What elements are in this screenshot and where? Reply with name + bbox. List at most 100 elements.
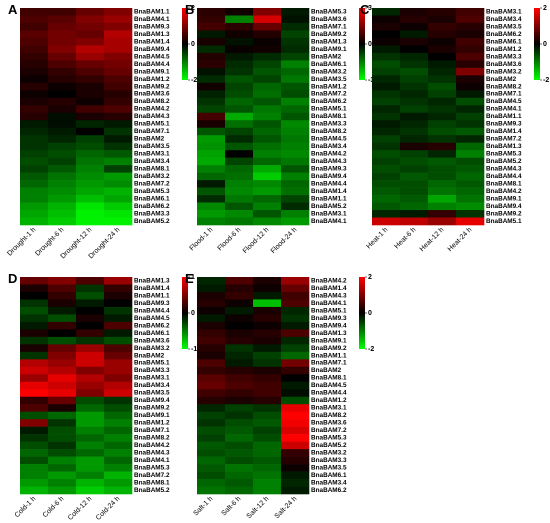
heatmap-cell	[281, 419, 310, 427]
heatmap-cell	[76, 351, 105, 360]
row-label: BnaBAM4.1	[311, 218, 347, 225]
heatmap-cell	[372, 187, 401, 196]
row-label: BnaBAM5.2	[134, 487, 170, 494]
heatmap-cell	[281, 396, 310, 405]
row-label: BnaBAM5.2	[311, 442, 347, 449]
row-label: BnaBAM3.1	[311, 210, 347, 217]
heatmap-cell	[253, 150, 282, 158]
heatmap-cell	[20, 8, 49, 16]
heatmap-cell	[104, 45, 133, 54]
heatmap-cell	[197, 426, 226, 435]
heatmap-cell	[400, 180, 429, 188]
heatmap-cell	[428, 37, 457, 46]
colorbar-tick-label: 2	[368, 274, 372, 281]
row-label: BnaBAM6.2	[134, 322, 170, 329]
row-label: BnaBAM7.2	[486, 136, 522, 143]
heatmap-cell	[281, 374, 310, 383]
heatmap-cell	[20, 97, 49, 106]
heatmap-cell	[281, 180, 310, 188]
heatmap-cell	[281, 404, 310, 412]
heatmap-cell	[225, 486, 254, 495]
heatmap-cell	[372, 202, 401, 211]
heatmap-cell	[76, 67, 105, 76]
heatmap-cell	[281, 15, 310, 24]
heatmap-cell	[253, 67, 282, 76]
heatmap-cell	[104, 344, 133, 353]
heatmap-cell	[20, 426, 49, 435]
heatmap-cell	[253, 75, 282, 84]
heatmap-cell	[48, 75, 77, 84]
heatmap-cell	[104, 82, 133, 91]
heatmap-cell	[20, 150, 49, 158]
heatmap-cell	[253, 404, 282, 412]
row-label: BnaBAM2	[311, 367, 342, 374]
heatmap-cell	[456, 195, 485, 203]
heatmap-cell	[372, 157, 401, 166]
heatmap-cell	[20, 210, 49, 218]
heatmap-cell	[281, 52, 310, 61]
row-label: BnaBAM7.1	[486, 91, 522, 98]
row-label: BnaBAM7.1	[134, 128, 170, 135]
heatmap-cell	[48, 217, 77, 226]
heatmap-cell	[372, 30, 401, 39]
heatmap-cell	[456, 75, 485, 84]
row-label: BnaBAM4.2	[486, 188, 522, 195]
colorbar-tick-label: 2	[543, 5, 547, 12]
heatmap-cell	[281, 217, 310, 226]
row-label: BnaBAM9.3	[486, 121, 522, 128]
heatmap-cell	[104, 8, 133, 16]
heatmap-cell	[197, 471, 226, 480]
heatmap-cell	[456, 67, 485, 76]
heatmap-cell	[225, 389, 254, 398]
heatmap-cell	[400, 172, 429, 181]
row-label: BnaBAM1.1	[311, 195, 347, 202]
heatmap-cell	[456, 90, 485, 99]
heatmap-cell	[428, 202, 457, 211]
heatmap-cell	[197, 210, 226, 218]
heatmap-cell	[281, 359, 310, 368]
heatmap-cell	[76, 471, 105, 480]
heatmap-cell	[197, 82, 226, 91]
heatmap-cell	[253, 449, 282, 457]
heatmap-cell	[428, 97, 457, 106]
heatmap-cell	[20, 366, 49, 375]
row-label: BnaBAM3.6	[311, 420, 347, 427]
row-label: BnaBAM4.4	[311, 181, 347, 188]
heatmap-cell	[281, 187, 310, 196]
row-label: BnaBAM4.2	[134, 106, 170, 113]
heatmap-cell	[281, 471, 310, 480]
heatmap-cell	[48, 15, 77, 24]
column-label: Salt-6 h	[220, 495, 242, 517]
heatmap-cell	[197, 344, 226, 353]
heatmap-cell	[225, 434, 254, 442]
heatmap-cell	[456, 217, 485, 226]
heatmap-cell	[253, 321, 282, 330]
heatmap-cell	[104, 471, 133, 480]
heatmap-cell	[400, 127, 429, 136]
row-label: BnaBAM7.2	[311, 427, 347, 434]
heatmap-cell	[428, 217, 457, 226]
heatmap-cell	[281, 120, 310, 129]
row-label: BnaBAM4.3	[134, 450, 170, 457]
row-label: BnaBAM9.1	[134, 412, 170, 419]
column-label: Flood-12 h	[242, 226, 271, 255]
row-label: BnaBAM3.6	[134, 337, 170, 344]
heatmap-cell	[197, 299, 226, 308]
heatmap-cell	[48, 389, 77, 398]
row-label: BnaBAM9.1	[486, 195, 522, 202]
heatmap-cell	[104, 449, 133, 457]
row-label: BnaBAM1.3	[134, 277, 170, 284]
heatmap-cell	[76, 37, 105, 46]
heatmap-cell	[48, 97, 77, 106]
heatmap-cell	[20, 135, 49, 143]
heatmap-cell	[281, 291, 310, 300]
row-label: BnaBAM3.1	[486, 8, 522, 15]
heatmap-cell	[456, 187, 485, 196]
heatmap-cell	[197, 449, 226, 457]
heatmap-cell	[48, 404, 77, 412]
heatmap-cell	[20, 195, 49, 203]
heatmap-cell	[20, 22, 49, 31]
heatmap-cell	[372, 135, 401, 143]
heatmap-cell	[76, 359, 105, 368]
heatmap-cell	[253, 135, 282, 143]
